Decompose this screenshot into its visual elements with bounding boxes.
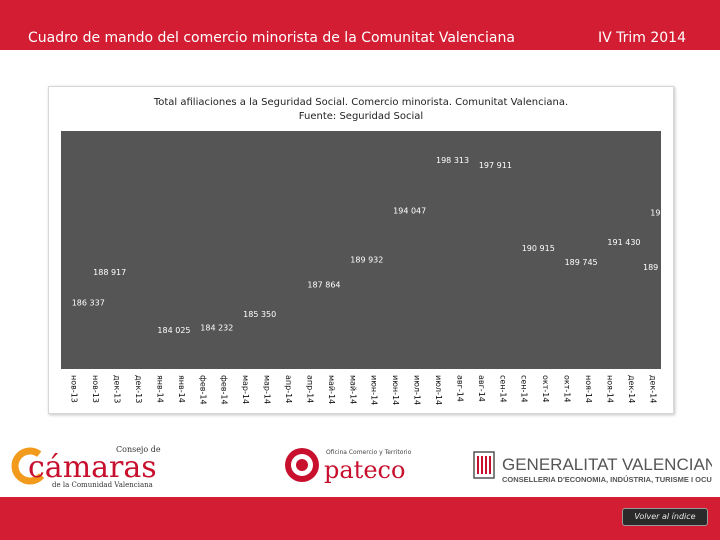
x-tick-label: фев-14 xyxy=(198,375,207,405)
chart-card: нов-13 нов-13 дек-13 дек-13 янв-14 янв-14 фев-… xyxy=(48,86,674,414)
x-tick-label: дек-14 xyxy=(648,375,657,403)
data-label: 184 025 xyxy=(157,326,190,335)
pateco-small-text: Oficina Comercio y Territorio xyxy=(326,449,412,456)
x-tick-label: июн-14 xyxy=(391,375,400,405)
x-tick-label: авг-14 xyxy=(455,375,464,402)
data-label: 191 430 xyxy=(607,238,640,247)
data-label: 188 917 xyxy=(93,268,126,277)
data-label: 187 864 xyxy=(307,280,340,289)
plot-area xyxy=(61,131,661,369)
chart-svg: нов-13 нов-13 дек-13 дек-13 янв-14 янв-14 фев-… xyxy=(61,131,673,405)
x-tick-label: ноя-14 xyxy=(605,375,614,403)
x-tick-label: янв-14 xyxy=(177,375,186,403)
period-label: IV Trim 2014 xyxy=(597,30,686,46)
camaras-sub-text: de la Comunidad Valenciana xyxy=(52,481,153,489)
x-tick-label: апр-14 xyxy=(305,375,314,403)
x-tick-label: дек-13 xyxy=(134,375,143,403)
data-label: 190 915 xyxy=(522,244,555,253)
x-tick-label: май-14 xyxy=(348,375,357,404)
data-label: 198 313 xyxy=(436,156,469,165)
pateco-name: pateco xyxy=(324,456,405,484)
data-label: 197 911 xyxy=(479,161,512,170)
x-tick-label: мар-14 xyxy=(263,375,272,404)
x-tick-label: июл-14 xyxy=(413,375,422,405)
camaras-name: cámaras xyxy=(28,450,157,485)
data-label: 189 31 xyxy=(643,263,671,272)
x-tick-label: дек-13 xyxy=(113,375,122,403)
x-tick-label: май-14 xyxy=(327,375,336,404)
x-tick-label: фев-14 xyxy=(220,375,229,405)
data-label: 189 932 xyxy=(350,256,383,265)
camaras-logo: Consejo de cámaras de la Comunidad Valen… xyxy=(8,440,168,490)
chart-source: Fuente: Seguridad Social xyxy=(298,111,424,122)
pateco-logo: Oficina Comercio y Territorio pateco xyxy=(282,442,422,488)
x-tick-label: мар-14 xyxy=(241,375,250,404)
data-label: 189 745 xyxy=(565,258,598,267)
back-to-index-button[interactable]: Volver al índice xyxy=(622,508,708,526)
x-tick-label: апр-14 xyxy=(284,375,293,403)
footer-bar xyxy=(0,497,720,540)
generalitat-shield-icon xyxy=(473,451,495,479)
x-tick-label: нов-13 xyxy=(91,375,100,403)
x-tick-label: сен-14 xyxy=(520,375,529,403)
generalitat-logo: GENERALITAT VALENCIANA CONSELLERIA D'ECO… xyxy=(472,448,720,488)
x-tick-label: авг-14 xyxy=(477,375,486,402)
x-tick-label: сен-14 xyxy=(498,375,507,403)
generalitat-sub-text: CONSELLERIA D'ECONOMIA, INDÚSTRIA, TURIS… xyxy=(502,475,712,484)
data-label: 184 232 xyxy=(200,324,233,333)
generalitat-name: GENERALITAT VALENCIANA xyxy=(502,455,712,474)
chart-title: Total afiliaciones a la Seguridad Social… xyxy=(153,97,569,108)
header-bar: Cuadro de mando del comercio minorista d… xyxy=(0,0,720,50)
x-tick-label: окт-14 xyxy=(563,375,572,402)
data-label: 193 899 xyxy=(650,209,673,218)
data-label: 186 337 xyxy=(72,298,105,307)
camaras-small-text: Consejo de xyxy=(116,445,161,454)
x-tick-label: окт-14 xyxy=(541,375,550,402)
x-tick-label: июл-14 xyxy=(434,375,443,405)
x-tick-label: дек-14 xyxy=(627,375,636,403)
data-label: 194 047 xyxy=(393,207,426,216)
x-tick-label: июн-14 xyxy=(370,375,379,405)
x-tick-label: нов-13 xyxy=(70,375,79,403)
x-tick-label: ноя-14 xyxy=(584,375,593,403)
data-label: 185 350 xyxy=(243,310,276,319)
page-title: Cuadro de mando del comercio minorista d… xyxy=(28,30,515,46)
x-tick-label: янв-14 xyxy=(155,375,164,403)
